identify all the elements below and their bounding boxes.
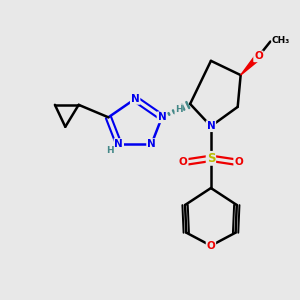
Text: S: S (207, 152, 215, 165)
Text: N: N (147, 139, 156, 149)
Text: H: H (106, 146, 114, 155)
Text: O: O (179, 158, 188, 167)
Text: N: N (131, 94, 140, 104)
Text: CH₃: CH₃ (272, 36, 290, 45)
Text: O: O (254, 51, 263, 62)
Text: N: N (114, 139, 123, 149)
Text: N: N (207, 121, 215, 131)
Text: O: O (234, 158, 243, 167)
Polygon shape (241, 54, 261, 75)
Text: N: N (158, 112, 166, 122)
Text: O: O (207, 241, 215, 251)
Text: H: H (175, 105, 183, 114)
